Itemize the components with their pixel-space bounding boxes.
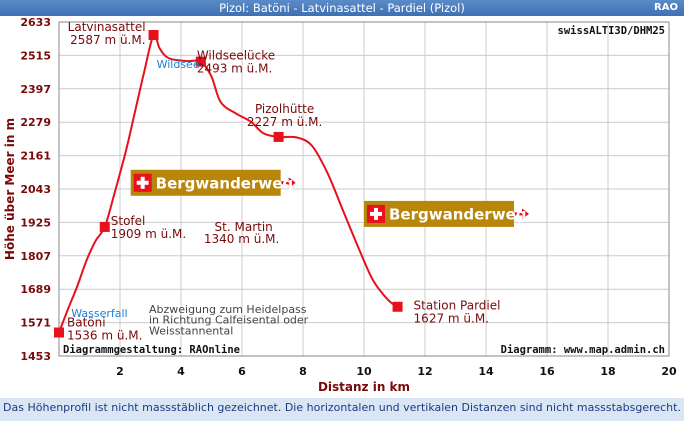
waypoint-marker [99,221,110,232]
waypoint-elevation: 2493 m ü.M. [197,62,272,76]
waypoint-marker [195,56,206,67]
y-tick-label: 2043 [20,183,51,196]
y-tick-label: 1689 [20,283,51,296]
y-tick-label: 2279 [20,116,51,129]
x-tick-label: 10 [356,365,372,378]
annotation-label: in Richtung Calfeisental oder [149,314,309,327]
swiss-cross-bar-h [136,180,149,185]
annotation-label: Abzweigung zum Heidelpass [149,303,307,316]
y-tick-label: 2161 [20,150,51,163]
sign-text: Bergwanderweg [389,205,526,223]
x-tick-label: 14 [478,365,494,378]
sign-text: Bergwanderweg [156,174,293,192]
waypoint-elevation: 1536 m ü.M. [67,329,142,343]
annotation-label: Wildsee [157,58,200,71]
x-tick-label: 16 [539,365,555,378]
waypoint-marker [392,301,403,312]
waypoint-name: Latvinasattel [68,20,146,34]
annotation-label: Wasserfall [71,307,127,320]
x-tick-label: 8 [299,365,307,378]
x-axis-ticks: 2 4 6 8 10 12 14 16 18 20 [116,365,677,378]
title-bar: Pizol: Batöni - Latvinasattel - Pardiel … [0,0,684,16]
y-tick-label: 2633 [20,16,51,29]
y-tick-label: 1807 [20,250,51,263]
waypoint-name: Stofel [111,214,146,228]
y-axis-title: Höhe über Meer in m [3,118,17,260]
sign-arrow [514,208,529,220]
annotation-label: Weisstannental [149,324,233,337]
x-tick-label: 4 [177,365,185,378]
x-tick-label: 12 [417,365,432,378]
footer-text: Das Höhenprofil ist nicht massstäblich g… [3,401,681,414]
bergwanderweg-sign: Bergwanderweg [130,169,296,196]
x-tick-label: 18 [600,365,615,378]
sign-plate [130,169,281,196]
waypoint-elevation: 1909 m ü.M. [111,227,186,241]
waypoint-marker [54,327,64,338]
y-tick-label: 2515 [20,49,51,62]
source-label: swissALTI3D/DHM25 [558,25,665,37]
sign-plate [364,200,514,227]
trail-signs: Bergwanderweg Bergwanderweg [130,169,529,227]
waypoint-name: Station Pardiel [414,299,501,313]
credit-right: Diagramm: www.map.admin.ch [501,344,665,356]
brand-tag: RAO [654,2,678,13]
bergwanderweg-sign: Bergwanderweg [364,200,529,227]
y-tick-label: 1925 [20,216,51,229]
waypoint-name: Batöni [67,316,106,330]
waypoint-marker [273,131,284,142]
x-tick-label: 2 [116,365,124,378]
swiss-cross-bar-h [370,211,382,216]
sign-arrow [280,177,296,189]
waypoint-elevation: 1627 m ü.M. [414,312,489,326]
y-tick-label: 1571 [20,317,51,330]
credit-left: Diagrammgestaltung: RAOnline [63,344,240,356]
annotation-label: St. Martin [215,220,273,234]
y-tick-label: 2397 [20,83,51,96]
waypoint-name: Wildseelücke [197,49,275,63]
x-tick-label: 6 [238,365,246,378]
footer-note: Das Höhenprofil ist nicht massstäblich g… [0,398,684,421]
waypoint-elevation: 2587 m ü.M. [70,33,145,47]
y-axis-ticks: 2633 2515 2397 2279 2161 2043 1925 1807 1689 1571… [20,16,51,363]
waypoint-marker [148,30,159,41]
grid [59,22,669,356]
waypoint-elevation: 2227 m ü.M. [247,115,322,129]
x-tick-label: 20 [661,365,677,378]
elevation-profile-chart: 2633 2515 2397 2279 2161 2043 1925 1807 1689 1571… [3,16,677,394]
plot-frame [58,21,670,357]
waypoint-markers [54,30,403,338]
annotation-label: 1340 m ü.M. [204,232,279,246]
y-tick-label: 1453 [20,350,51,363]
waypoint-name: Pizolhütte [255,102,314,116]
x-axis-title: Distanz in km [318,380,410,394]
chart-title: Pizol: Batöni - Latvinasattel - Pardiel … [219,1,465,15]
